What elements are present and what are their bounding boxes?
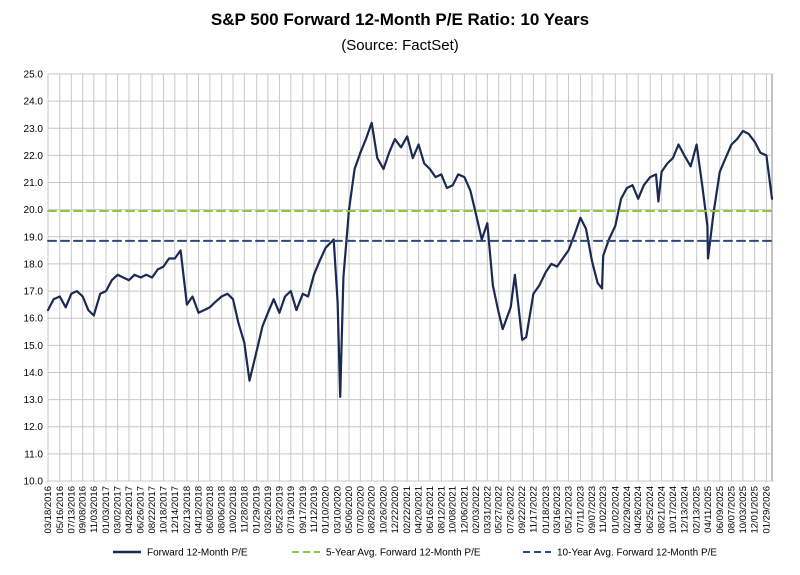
y-tick-label: 19.0 [24, 232, 44, 243]
x-tick-label: 04/11/2025 [703, 486, 714, 533]
x-tick-label: 12/01/2025 [750, 486, 761, 534]
x-tick-label: 01/03/2017 [101, 486, 112, 534]
series-line-forward-pe [46, 121, 774, 398]
x-tick-label: 01/29/2019 [252, 486, 263, 534]
y-tick-label: 13.0 [24, 395, 44, 406]
x-tick-label: 06/09/2025 [715, 486, 726, 534]
x-tick-label: 03/26/2019 [263, 486, 274, 534]
x-tick-label: 11/02/2023 [598, 486, 609, 533]
x-tick-label: 02/13/2025 [692, 486, 703, 534]
x-tick-label: 01/18/2023 [541, 486, 552, 534]
y-tick-label: 14.0 [24, 368, 44, 379]
x-tick-label: 10/18/2017 [158, 486, 169, 534]
x-tick-label: 08/06/2018 [217, 486, 228, 534]
x-tick-label: 02/03/2022 [471, 486, 482, 534]
x-tick-label: 05/27/2022 [494, 486, 505, 534]
x-tick-label: 07/11/2023 [575, 486, 586, 533]
x-tick-label: 08/22/2017 [147, 486, 158, 534]
legend: Forward 12-Month P/E 5-Year Avg. Forward … [113, 548, 717, 559]
x-axis: 03/18/2016 05/16/2016 07/13/2016 09/08/2016… [43, 486, 772, 534]
y-tick-label: 24.0 [24, 97, 44, 108]
x-tick-label: 04/20/2021 [414, 486, 425, 534]
x-tick-label: 12/22/2020 [390, 486, 401, 534]
x-tick-label: 07/02/2020 [355, 486, 366, 534]
x-tick-label: 12/13/2024 [679, 486, 690, 534]
x-tick-label: 04/12/2018 [194, 486, 205, 534]
y-tick-label: 12.0 [24, 422, 44, 433]
x-tick-label: 08/07/2025 [727, 486, 738, 534]
x-tick-label: 04/26/2024 [633, 486, 644, 534]
x-tick-label: 02/13/2018 [182, 486, 193, 534]
x-tick-label: 09/22/2022 [517, 486, 528, 534]
x-tick-label: 11/12/2019 [309, 486, 320, 533]
legend-label: 10-Year Avg. Forward 12-Month P/E [557, 548, 717, 559]
x-tick-label: 03/10/2020 [333, 486, 344, 534]
x-tick-label: 06/26/2017 [136, 486, 147, 534]
x-tick-label: 10/17/2024 [668, 486, 679, 534]
x-tick-label: 07/19/2019 [286, 486, 297, 534]
y-tick-label: 18.0 [24, 259, 44, 270]
y-tick-label: 23.0 [24, 124, 44, 135]
x-tick-label: 12/14/2017 [170, 486, 181, 534]
y-tick-label: 15.0 [24, 341, 44, 352]
x-tick-label: 01/10/2020 [321, 486, 332, 534]
x-tick-label: 10/03/2025 [738, 486, 749, 534]
y-tick-label: 11.0 [24, 449, 43, 460]
x-tick-label: 05/16/2016 [55, 486, 66, 534]
x-tick-label: 09/08/2016 [78, 486, 89, 534]
y-tick-label: 21.0 [24, 178, 44, 189]
x-tick-label: 03/31/2022 [482, 486, 493, 534]
x-tick-label: 08/12/2021 [436, 486, 447, 534]
x-tick-label: 03/18/2016 [43, 486, 54, 534]
y-axis: 10.0 11.0 12.0 13.0 14.0 15.0 16.0 17.0 18.0 19.0… [24, 70, 44, 488]
chart-subtitle: (Source: FactSet) [341, 37, 459, 54]
y-tick-label: 17.0 [24, 287, 44, 298]
y-tick-label: 25.0 [24, 70, 44, 81]
x-tick-label: 06/16/2021 [425, 486, 436, 534]
x-tick-label: 10/02/2018 [228, 486, 239, 534]
x-tick-label: 01/02/2024 [610, 486, 621, 534]
y-tick-label: 10.0 [24, 477, 44, 488]
x-tick-label: 03/16/2023 [552, 486, 563, 534]
plot-series [46, 121, 774, 398]
x-tick-label: 02/22/2021 [402, 486, 413, 534]
x-tick-label: 08/21/2024 [657, 486, 668, 534]
x-tick-label: 03/02/2017 [113, 486, 124, 534]
x-tick-label: 06/25/2024 [645, 486, 656, 534]
y-tick-label: 22.0 [24, 151, 44, 162]
x-tick-label: 11/28/2018 [239, 486, 250, 533]
legend-label: 5-Year Avg. Forward 12-Month P/E [326, 548, 481, 559]
chart-title: S&P 500 Forward 12-Month P/E Ratio: 10 Y… [210, 10, 590, 29]
x-tick-label: 05/23/2019 [274, 486, 285, 534]
x-tick-label: 05/06/2020 [344, 486, 355, 534]
x-tick-label: 08/28/2020 [367, 486, 378, 534]
plot-frame [47, 73, 773, 482]
x-tick-label: 11/03/2016 [89, 486, 100, 533]
x-tick-label: 04/28/2017 [124, 486, 135, 534]
x-tick-label: 01/29/2026 [761, 486, 772, 534]
y-tick-label: 16.0 [24, 314, 44, 325]
x-tick-label: 07/13/2016 [66, 486, 77, 534]
x-tick-label: 12/06/2021 [459, 486, 470, 534]
x-tick-label: 10/26/2020 [378, 486, 389, 534]
x-tick-label: 06/08/2018 [205, 486, 216, 534]
legend-label: Forward 12-Month P/E [147, 548, 248, 559]
x-tick-label: 09/07/2023 [587, 486, 598, 534]
x-tick-label: 05/12/2023 [563, 486, 574, 534]
gridlines [47, 73, 773, 482]
x-tick-label: 11/17/2022 [528, 486, 539, 533]
x-tick-label: 10/08/2021 [448, 486, 459, 534]
y-tick-label: 20.0 [24, 205, 44, 216]
x-tick-label: 02/29/2024 [622, 486, 633, 534]
x-tick-label: 07/26/2022 [506, 486, 517, 534]
x-tick-label: 09/17/2019 [298, 486, 309, 534]
